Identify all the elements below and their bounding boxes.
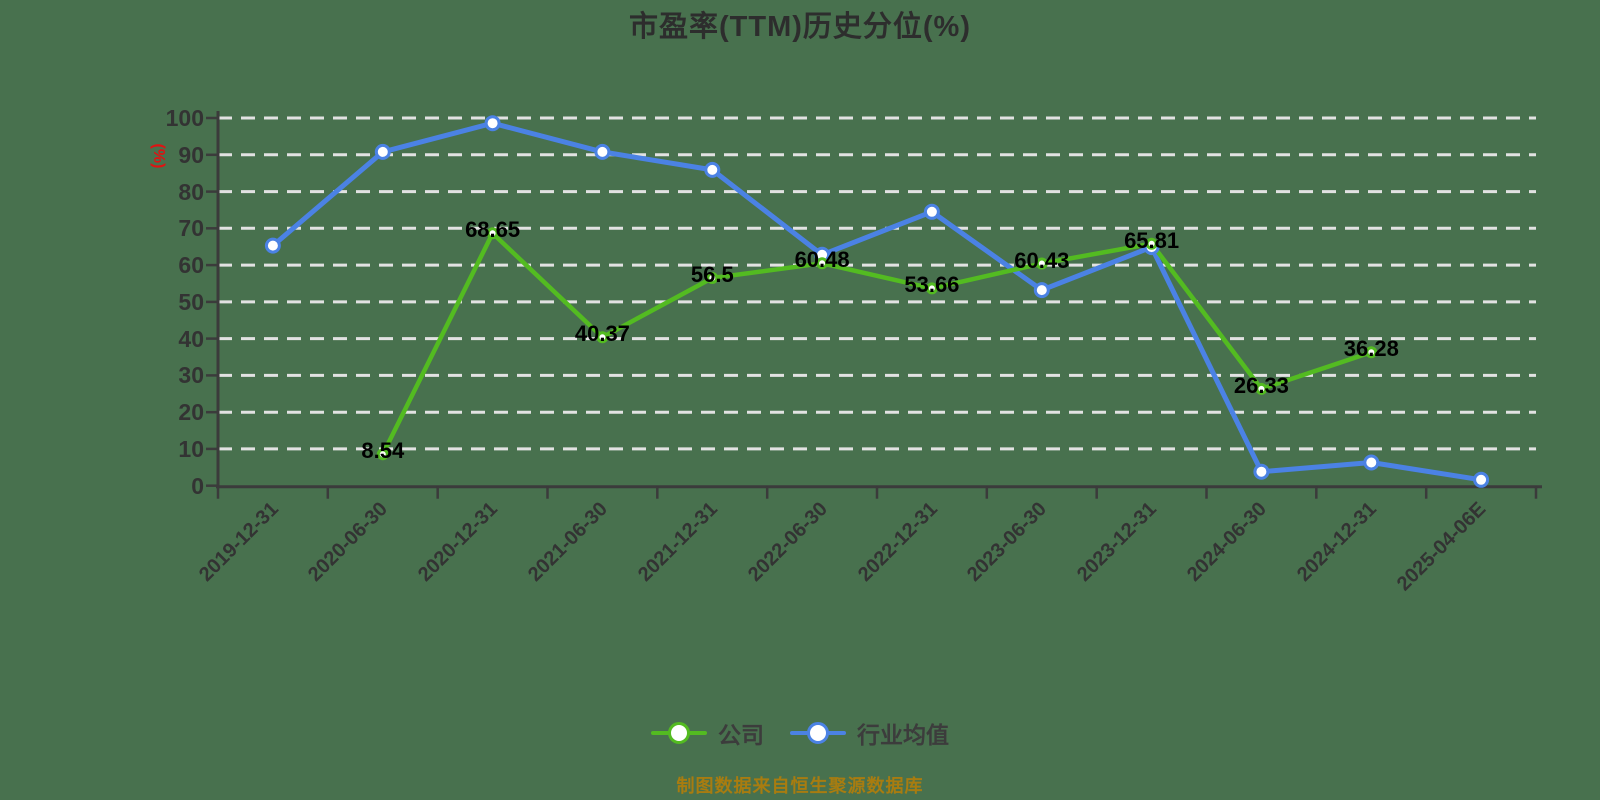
industry-data-point <box>1363 454 1380 471</box>
industry-data-point <box>264 237 281 254</box>
legend: 公司 行业均值 <box>0 716 1600 750</box>
industry-data-point <box>1253 463 1270 480</box>
company-data-point <box>486 227 499 240</box>
company-series-marker-icon <box>651 722 707 744</box>
legend-label-industry: 行业均值 <box>857 722 949 748</box>
company-data-point <box>1255 382 1268 395</box>
industry-data-point <box>704 161 721 178</box>
chart-title: 市盈率(TTM)历史分位(%) <box>628 11 971 43</box>
data-source-note: 制图数据来自恒生聚源数据库 <box>676 776 924 796</box>
company-data-point <box>925 282 938 295</box>
company-marker-dot-icon <box>668 722 690 744</box>
company-data-point <box>706 272 719 284</box>
industry-marker-dot-icon <box>807 722 829 744</box>
industry-data-point <box>923 203 940 220</box>
company-data-point <box>596 331 609 344</box>
industry-data-point <box>484 115 501 132</box>
company-data-point <box>816 257 829 270</box>
legend-label-company: 公司 <box>718 722 764 748</box>
industry-data-point <box>1033 282 1050 299</box>
company-data-point <box>1035 257 1048 270</box>
legend-item-industry[interactable]: 行业均值 <box>790 716 949 750</box>
company-data-point <box>1145 237 1158 250</box>
industry-series-marker-icon <box>790 722 846 744</box>
company-data-point <box>1365 346 1378 359</box>
industry-data-point <box>594 143 611 160</box>
industry-data-point <box>1473 471 1490 488</box>
legend-item-company[interactable]: 公司 <box>651 716 764 750</box>
company-data-point <box>376 448 389 461</box>
industry-data-point <box>374 143 391 160</box>
